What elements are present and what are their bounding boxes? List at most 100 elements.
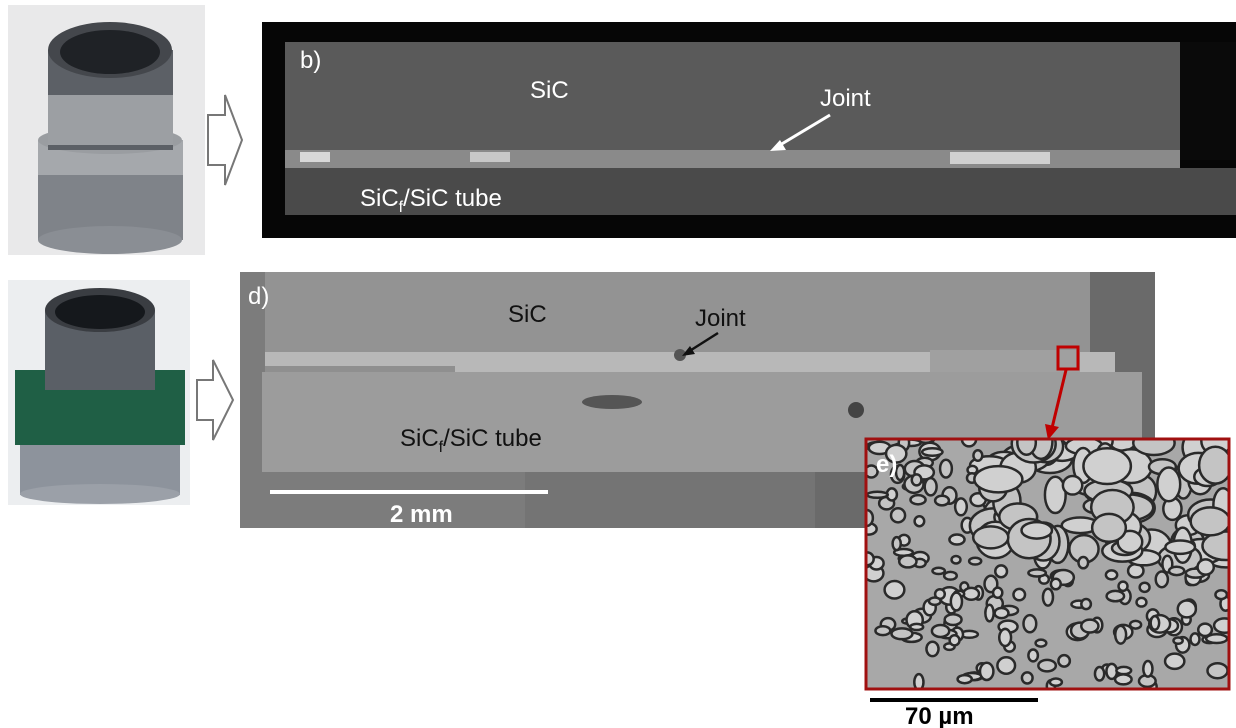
grain (935, 496, 949, 506)
panel-label: e) (876, 451, 897, 478)
grain (1165, 654, 1184, 669)
grain (891, 508, 905, 522)
grain (926, 642, 938, 656)
grain (910, 495, 925, 504)
grain (1151, 616, 1160, 630)
grain (1028, 649, 1037, 661)
grain (1169, 567, 1184, 575)
grain (1023, 615, 1036, 632)
grain (952, 556, 961, 563)
grain (969, 558, 981, 565)
grain (1063, 476, 1082, 494)
grain (910, 624, 923, 630)
grain (867, 492, 888, 498)
region-label: SiC (508, 301, 547, 328)
grain (949, 535, 964, 545)
grain (995, 565, 1007, 577)
grain (974, 466, 1022, 492)
grain (875, 626, 890, 635)
grain (1198, 559, 1214, 574)
grain (1092, 514, 1126, 542)
joint-label: Joint (820, 85, 871, 112)
text: SiC (400, 425, 439, 452)
grain (1083, 448, 1130, 484)
grain (1199, 447, 1232, 484)
photo-a (8, 5, 205, 255)
grain (951, 593, 962, 611)
grain (1116, 667, 1131, 674)
grain (1022, 672, 1033, 683)
grain (1028, 569, 1045, 576)
grain (1130, 621, 1141, 629)
grain (1178, 600, 1196, 617)
grain (958, 675, 972, 683)
grain (899, 555, 916, 567)
grain (940, 460, 952, 478)
grain (1095, 667, 1104, 681)
grain (1051, 579, 1061, 590)
grain (1078, 557, 1088, 568)
panel-label: d) (248, 283, 269, 310)
text: /SiC tube (443, 425, 542, 452)
grain (932, 625, 949, 637)
grain (993, 588, 1002, 598)
grain (985, 605, 993, 622)
grain (944, 572, 957, 580)
grain (1081, 599, 1091, 609)
grain (950, 635, 960, 645)
grain (893, 537, 901, 550)
grain (1107, 591, 1124, 601)
grain (1106, 570, 1117, 579)
grain (1013, 589, 1025, 600)
grain (955, 498, 967, 515)
grain (1140, 583, 1150, 592)
grain (1137, 598, 1147, 607)
grain (997, 657, 1015, 673)
grain (1119, 582, 1128, 591)
grain (915, 516, 925, 526)
grain (925, 478, 937, 495)
grain (995, 608, 1009, 618)
grain (1081, 620, 1098, 633)
grain (999, 629, 1011, 646)
panel-label: b) (300, 47, 321, 74)
grain (891, 628, 912, 639)
grain (1036, 640, 1047, 647)
grain (932, 568, 944, 574)
grain (1143, 661, 1152, 677)
grain (1173, 638, 1182, 644)
grain (973, 526, 1008, 548)
scale-label: 70 µm (905, 703, 974, 728)
grain (1157, 467, 1180, 501)
photo-c (8, 280, 190, 505)
grain (1050, 678, 1062, 685)
region-label: SiC (530, 77, 569, 104)
figure: b) SiC Joint SiCf/SiC tube d) SiC Joint … (0, 0, 1236, 728)
grain (885, 581, 905, 598)
grain (1215, 590, 1226, 599)
grain (1115, 674, 1132, 684)
panel-e: e) (860, 424, 1236, 693)
grain (1191, 633, 1200, 645)
scale-label: 2 mm (390, 501, 453, 528)
joint-label: Joint (695, 305, 746, 332)
grain (1165, 540, 1195, 553)
grain (1207, 663, 1227, 678)
grain (1038, 660, 1055, 672)
grain (929, 598, 941, 605)
region-label: SiCf/SiC tube (360, 185, 502, 216)
grain (1043, 589, 1053, 606)
grain (1022, 522, 1052, 538)
page: b) SiC Joint SiCf/SiC tube d) SiC Joint … (0, 0, 1236, 728)
grain (963, 588, 979, 600)
panel-b: b) SiC Joint SiCf/SiC tube (262, 22, 1236, 238)
grain (973, 450, 982, 460)
arrow (197, 360, 233, 440)
grain (1214, 618, 1235, 632)
grain (1115, 626, 1126, 644)
grain (945, 614, 962, 625)
arrow (208, 95, 242, 185)
grain (912, 474, 922, 485)
grain (922, 448, 942, 456)
grain (980, 663, 993, 680)
